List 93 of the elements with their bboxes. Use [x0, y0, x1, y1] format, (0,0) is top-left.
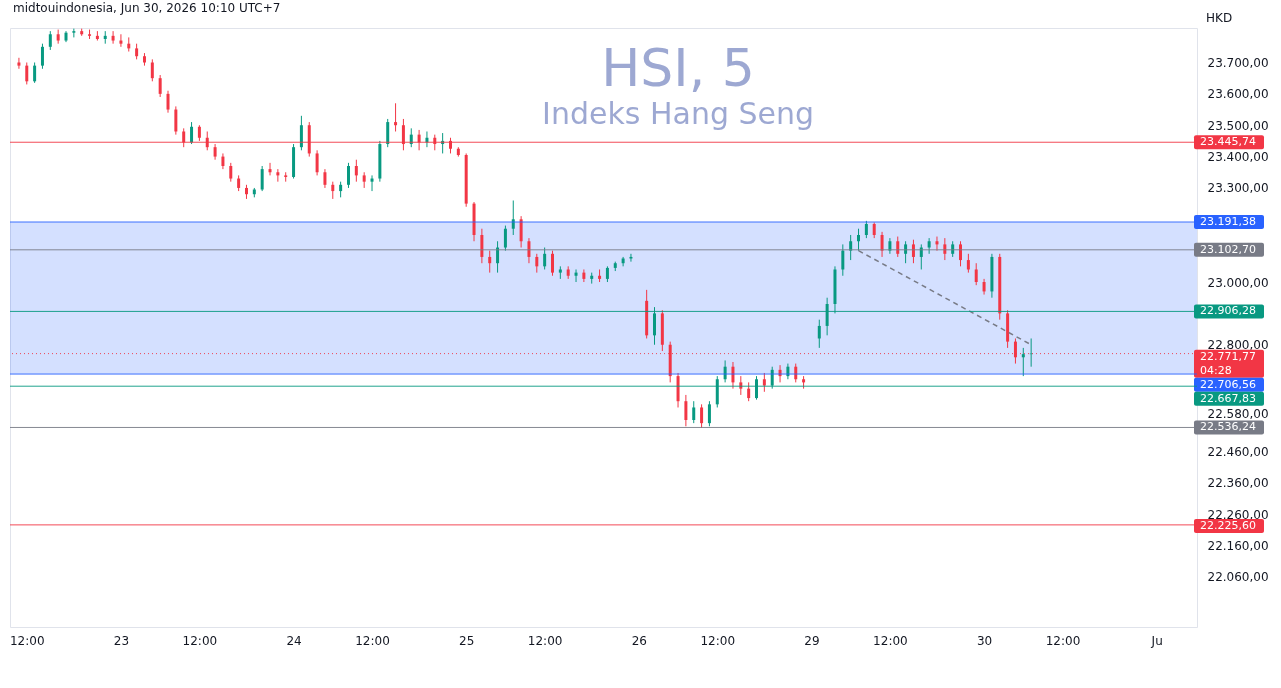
candlestick	[480, 228, 484, 264]
candlestick	[25, 62, 29, 85]
x-tick-label: 30	[976, 633, 993, 648]
candlestick	[707, 400, 711, 427]
chart-title: midtouindonesia, Jun 30, 2026 10:10 UTC+7	[13, 1, 281, 15]
candlestick	[229, 162, 233, 183]
annotation: Indeks Hang Seng	[542, 95, 815, 131]
candlestick	[268, 162, 272, 176]
y-tick-label: 22.160,00	[1207, 538, 1269, 553]
y-tick-label: 23.500,00	[1207, 118, 1269, 133]
candlestick	[158, 74, 162, 98]
x-tick-label: 12:00	[527, 633, 563, 648]
x-tick-label: 12:00	[9, 633, 45, 648]
ref-line-label: 23.191,38	[1200, 215, 1256, 229]
ref-line-label: 22.225,60	[1200, 519, 1256, 533]
candlestick	[346, 162, 350, 189]
candlestick	[323, 168, 327, 189]
candlestick	[190, 121, 194, 145]
ref-line-label: 22.667,83	[1200, 391, 1256, 405]
candlestick	[911, 239, 915, 264]
candlestick	[315, 149, 319, 176]
x-tick-label: 25	[459, 633, 475, 648]
ref-line-label: 23.102,70	[1200, 242, 1256, 256]
candlestick	[150, 58, 154, 82]
candlestick	[543, 247, 547, 270]
candlestick	[33, 62, 37, 84]
candlestick	[684, 394, 688, 427]
x-tick-label: 12:00	[700, 633, 736, 648]
candlestick	[166, 90, 170, 114]
candlestick	[386, 118, 390, 148]
candlestick	[535, 253, 539, 274]
candlestick	[119, 33, 123, 48]
candlestick	[747, 381, 751, 402]
candlestick	[72, 28, 76, 38]
candlestick	[503, 225, 507, 252]
y-tick-label: 22.260,00	[1207, 507, 1269, 522]
candlestick	[299, 115, 303, 151]
x-tick-label: 12:00	[873, 633, 908, 648]
y-tick-label: 22.360,00	[1207, 476, 1269, 491]
candlestick	[629, 253, 633, 263]
ref-line-label: 22.706,56	[1200, 377, 1256, 391]
candlestick	[48, 30, 52, 51]
text: 04:28	[1200, 363, 1232, 377]
candlestick	[174, 105, 178, 136]
candlestick	[527, 237, 531, 264]
candlestick	[896, 236, 900, 258]
candlestick	[17, 57, 21, 70]
candlestick	[817, 319, 821, 349]
candlestick	[880, 231, 884, 258]
y-tick-label: 22.580,00	[1207, 407, 1269, 422]
ref-line-label: 22.906,28	[1200, 304, 1256, 318]
annotation: HSI, 5	[601, 37, 755, 98]
candlestick	[111, 30, 115, 45]
candlestick	[935, 236, 939, 252]
candlestick	[260, 165, 264, 192]
candlestick	[700, 403, 704, 429]
candlestick	[488, 250, 492, 274]
ref-line-label: 22.536,24	[1200, 420, 1256, 434]
candlestick	[354, 159, 358, 183]
candlestick	[582, 268, 586, 283]
candlestick	[40, 43, 44, 70]
x-tick-label: 12:00	[1045, 633, 1081, 648]
x-tick-label: 26	[631, 633, 647, 648]
candlestick	[1021, 347, 1025, 377]
x-tick-label: 12:00	[355, 633, 390, 648]
x-tick-label: 29	[804, 633, 820, 648]
y-tick-label: 23.400,00	[1207, 150, 1269, 165]
ref-line-label: 23.445,74	[1200, 135, 1256, 149]
x-tick-label: Ju	[1150, 633, 1163, 648]
candlestick	[394, 102, 398, 132]
y-tick-label: 23.700,00	[1207, 56, 1269, 70]
x-tick-label: 23	[113, 633, 130, 648]
candlestick	[966, 253, 970, 274]
y-tick-label: 22.060,00	[1207, 570, 1269, 585]
x-tick-label: 24	[286, 633, 302, 648]
candlestick	[519, 215, 523, 249]
candlestick	[551, 250, 554, 277]
y-tick-label: 22.460,00	[1207, 444, 1269, 459]
x-tick-label: 12:00	[182, 633, 218, 648]
candlestick	[959, 240, 963, 267]
candlestick	[841, 243, 845, 277]
candlestick	[849, 234, 853, 261]
candlestick	[276, 168, 280, 183]
candlestick	[927, 237, 931, 255]
y-tick-label: 23.300,00	[1207, 181, 1269, 196]
y-tick-label: 23.600,00	[1207, 87, 1269, 102]
candlestick	[974, 262, 978, 286]
candlestick	[857, 228, 861, 252]
y-axis-title: HKD	[1206, 11, 1233, 25]
candlestick	[370, 174, 374, 192]
candlestick	[692, 400, 696, 424]
candlestick	[574, 268, 578, 283]
y-tick-label: 23.000,00	[1207, 275, 1269, 290]
